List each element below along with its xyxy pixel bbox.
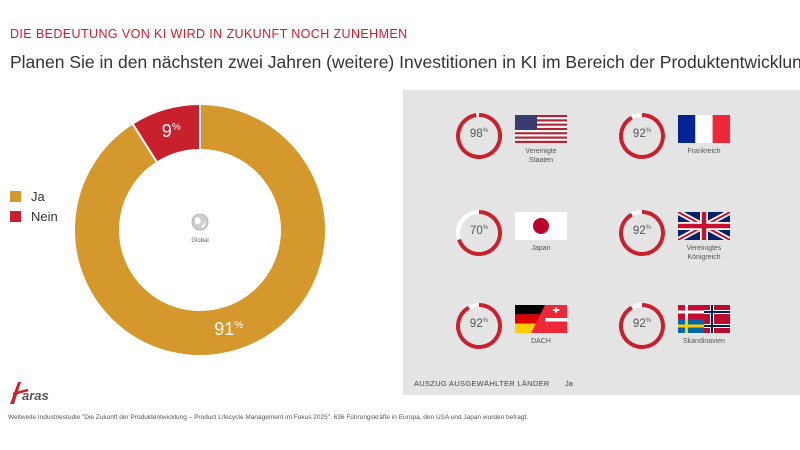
legend-label-ja: Ja <box>31 188 45 204</box>
country-ring-japan <box>456 210 502 256</box>
flag-uk-icon <box>678 212 730 240</box>
flag-scandinavia-icon <box>678 305 730 333</box>
legend-swatch-nein <box>10 210 21 222</box>
country-name-usa: Vereinigte Staaten <box>525 148 557 164</box>
globe-icon <box>191 213 209 231</box>
ring-value-arc <box>619 113 665 159</box>
country-value-uk: 92% <box>632 225 652 237</box>
legend-swatch-ja <box>10 190 21 202</box>
footnote: Weltweite Industriestudie "Die Zukunft d… <box>8 414 529 421</box>
country-card-dach: 92% DACH <box>453 300 643 380</box>
global-donut-chart: 91%9%Global <box>75 105 325 355</box>
country-card-scandinavia: 92% Skandinavien <box>616 300 800 380</box>
country-ring-usa <box>456 113 503 159</box>
ring-value-arc <box>619 303 665 349</box>
aras-logo: aras <box>10 382 49 404</box>
flag-dach-icon <box>515 305 567 333</box>
country-value-dach: 92% <box>469 318 489 330</box>
donut-slice-nein <box>133 105 201 163</box>
legend-label-nein: Nein <box>31 208 58 224</box>
flag-france-icon <box>678 115 730 143</box>
panel-caption: AUSZUG AUSGEWÄHLTER LÄNDER <box>414 379 550 388</box>
country-panel: 98% Vereinigte Staaten 92% Frankreich 70% <box>403 90 800 395</box>
survey-question: Planen Sie in den nächsten zwei Jahren (… <box>10 52 800 72</box>
panel-caption-right: Ja <box>565 379 573 388</box>
country-name-france: Frankreich <box>687 148 721 155</box>
country-card-france: 92% Frankreich <box>616 110 800 190</box>
legend: Ja Nein <box>10 186 58 226</box>
legend-item-ja: Ja <box>10 186 58 206</box>
country-ring-dach <box>456 303 502 349</box>
flag-usa-icon <box>515 115 567 143</box>
country-value-japan: 70% <box>469 225 489 237</box>
kicker-heading: DIE BEDEUTUNG VON KI WIRD IN ZUKUNFT NOC… <box>10 27 408 41</box>
country-name-japan: Japan <box>531 245 551 252</box>
svg-text:aras: aras <box>22 388 49 403</box>
flag-japan-icon <box>515 212 567 240</box>
legend-item-nein: Nein <box>10 206 58 226</box>
country-name-dach: DACH <box>531 338 551 345</box>
ring-value-arc <box>456 113 503 159</box>
donut-center-label: Global <box>191 238 208 244</box>
country-name-uk: Vereinigtes Königreich <box>686 245 722 261</box>
country-value-france: 92% <box>632 128 652 140</box>
country-name-scandinavia: Skandinavien <box>682 338 726 345</box>
country-card-uk: 92% Vereinigtes Königreich <box>616 207 800 287</box>
ring-value-arc <box>456 303 502 349</box>
ring-value-arc <box>619 210 665 256</box>
country-ring-uk <box>619 210 665 256</box>
ring-value-arc <box>457 210 502 256</box>
country-card-japan: 70% Japan <box>453 207 643 287</box>
country-value-scandinavia: 92% <box>632 318 652 330</box>
donut-divider <box>132 123 158 163</box>
donut-slice-ja <box>75 105 325 355</box>
country-ring-scandinavia <box>619 303 665 349</box>
country-ring-france <box>619 113 665 159</box>
country-value-usa: 98% <box>469 128 489 140</box>
country-card-usa: 98% Vereinigte Staaten <box>453 110 643 190</box>
